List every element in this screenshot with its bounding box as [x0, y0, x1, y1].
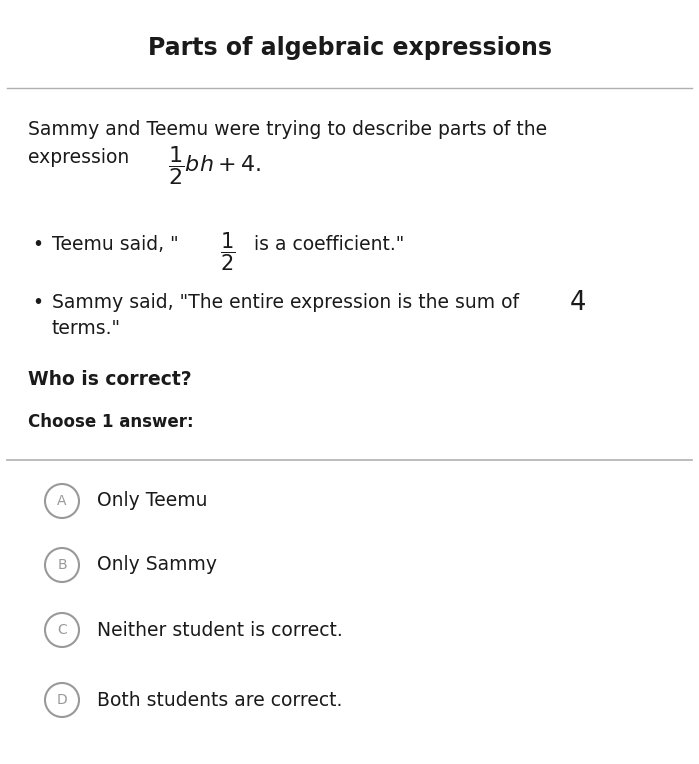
Text: 4: 4 — [570, 290, 586, 316]
Text: is a coefficient.": is a coefficient." — [248, 235, 404, 254]
Text: C: C — [57, 623, 67, 637]
Text: expression: expression — [28, 148, 129, 167]
Text: Parts of algebraic expressions: Parts of algebraic expressions — [147, 36, 552, 60]
Text: Who is correct?: Who is correct? — [28, 370, 192, 389]
Text: Teemu said, ": Teemu said, " — [52, 235, 179, 254]
Text: $\dfrac{1}{2}bh + 4.$: $\dfrac{1}{2}bh + 4.$ — [168, 144, 261, 187]
Text: $\dfrac{1}{2}$: $\dfrac{1}{2}$ — [220, 230, 236, 273]
Text: B: B — [57, 558, 67, 572]
Text: •: • — [32, 235, 43, 254]
Text: D: D — [57, 693, 67, 707]
Text: Choose 1 answer:: Choose 1 answer: — [28, 413, 194, 431]
Text: A: A — [57, 494, 66, 508]
Text: Only Teemu: Only Teemu — [97, 491, 208, 510]
Text: Sammy and Teemu were trying to describe parts of the: Sammy and Teemu were trying to describe … — [28, 120, 547, 139]
Text: Both students are correct.: Both students are correct. — [97, 691, 343, 710]
Text: terms.": terms." — [52, 319, 121, 338]
Text: •: • — [32, 293, 43, 312]
Text: Sammy said, "The entire expression is the sum of: Sammy said, "The entire expression is th… — [52, 293, 525, 312]
Text: Only Sammy: Only Sammy — [97, 555, 217, 575]
Text: Neither student is correct.: Neither student is correct. — [97, 620, 343, 639]
